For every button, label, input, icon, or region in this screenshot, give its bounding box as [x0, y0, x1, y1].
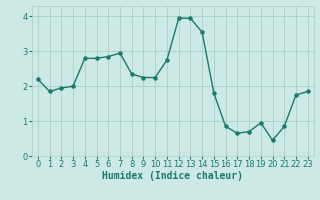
X-axis label: Humidex (Indice chaleur): Humidex (Indice chaleur) — [102, 171, 243, 181]
